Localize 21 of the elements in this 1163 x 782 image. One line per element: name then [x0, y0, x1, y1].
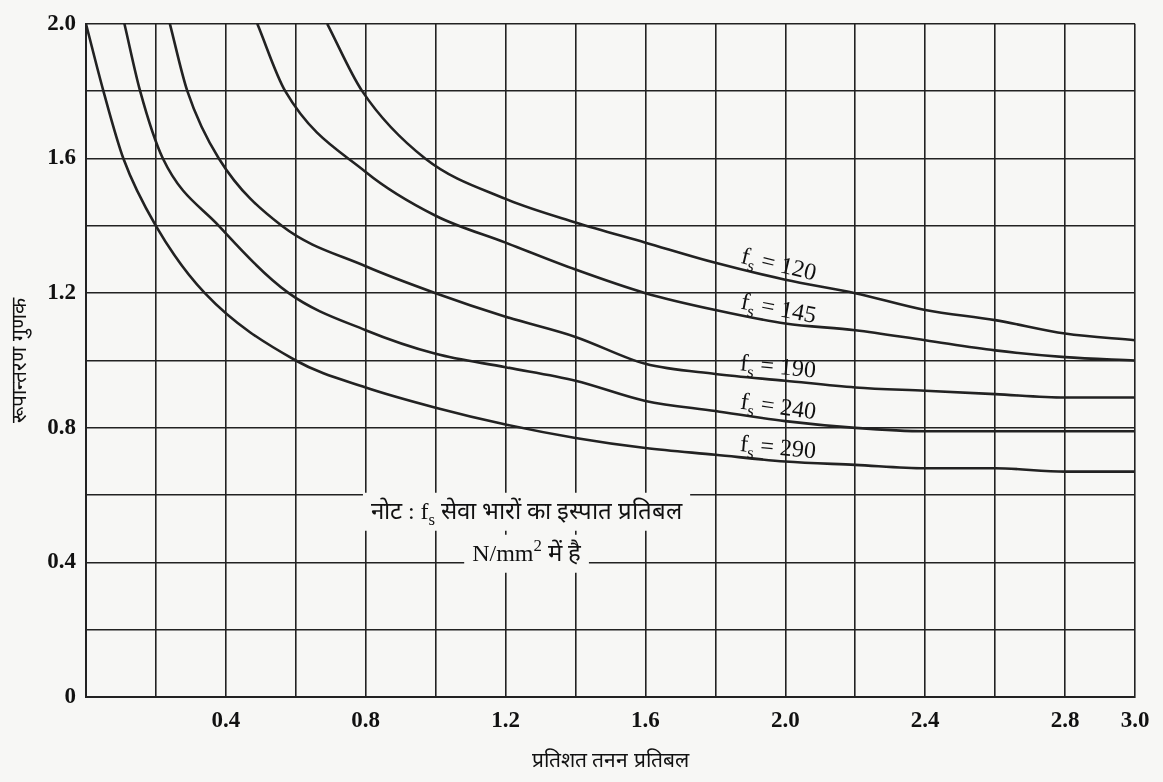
x-tick-label: 2.4: [910, 706, 941, 732]
y-tick-label: 2.0: [47, 9, 76, 35]
y-tick-label: 0.8: [47, 413, 76, 439]
y-tick-label: 1.6: [47, 144, 76, 170]
text: fs = 240: [738, 387, 818, 425]
x-tick-label: 1.2: [491, 706, 520, 732]
x-axis-title: प्रतिशत तनन प्रतिबल: [532, 747, 690, 772]
text: fs = 190: [738, 349, 818, 383]
text: fs = 120: [738, 242, 819, 286]
y-axis-title: रूपान्तरण गुणक: [7, 297, 33, 423]
x-tick-label: 2.8: [1050, 706, 1080, 732]
y-tick-label: 1.2: [47, 279, 76, 305]
x-tick-label: 0.4: [211, 706, 241, 732]
x-tick-label: 1.6: [631, 706, 660, 732]
x-tick-label: 2.0: [770, 706, 800, 732]
text: fs = 290: [738, 430, 818, 464]
text: fs = 145: [738, 287, 819, 328]
y-tick-label: 0.4: [47, 548, 77, 574]
y-tick-label: 0: [64, 683, 76, 709]
x-tick-label: 0.8: [351, 706, 381, 732]
x-tick-label: 3.0: [1120, 706, 1150, 732]
